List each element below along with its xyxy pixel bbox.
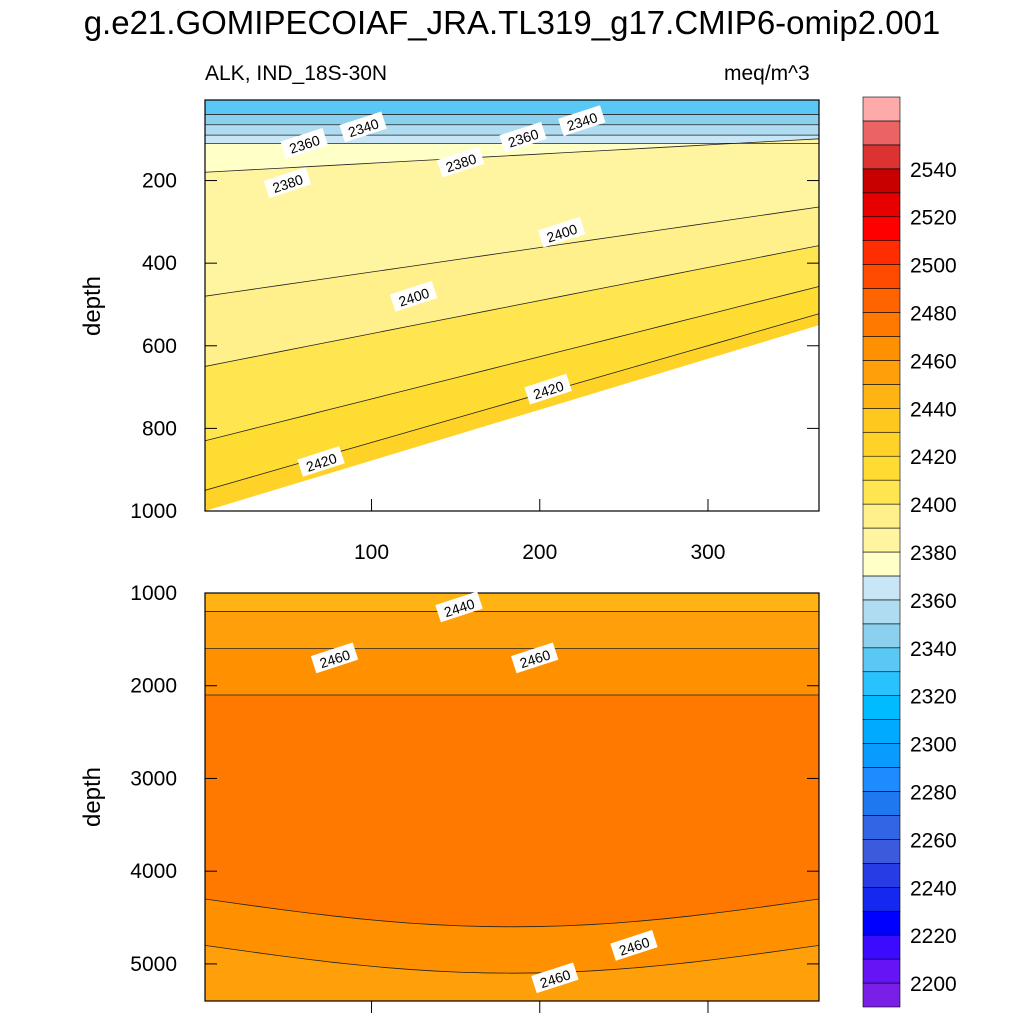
lower-y-tick-label: 2000	[130, 675, 177, 698]
upper-y-tick-label: 1000	[130, 500, 177, 523]
lower-contour-line	[205, 898, 819, 928]
colorbar-tick-label: 2340	[910, 638, 957, 661]
upper-x-tick-label: 100	[354, 541, 389, 564]
colorbar-swatch	[862, 503, 901, 529]
colorbar-swatch	[862, 312, 901, 337]
colorbar-swatch	[862, 671, 901, 696]
lower-contour-band	[205, 695, 819, 927]
upper-y-tick-label: 400	[142, 252, 177, 275]
colorbar-swatch	[862, 384, 901, 409]
colorbar-swatch	[862, 839, 901, 864]
colorbar-swatch	[862, 910, 901, 936]
upper-y-axis-label: depth	[79, 276, 106, 336]
colorbar-swatch	[862, 743, 901, 768]
upper-contour-band	[205, 286, 819, 491]
lower-y-axis-label: depth	[79, 767, 106, 827]
colorbar-swatch	[862, 982, 901, 1008]
colorbar-swatch	[862, 240, 901, 265]
upper-contour-band	[205, 313, 819, 511]
lower-contour-band	[205, 648, 819, 695]
colorbar-tick-label: 2380	[910, 542, 957, 565]
colorbar-tick-label: 2320	[910, 686, 957, 709]
colorbar-swatch	[862, 623, 901, 649]
lower-contour-band	[205, 899, 819, 974]
colorbar-tick-label: 2520	[910, 207, 957, 230]
upper-contour-band	[205, 206, 819, 367]
colorbar-swatch	[862, 479, 901, 505]
colorbar-swatch	[862, 719, 901, 744]
colorbar-tick-label: 2540	[910, 159, 957, 182]
colorbar-tick-label: 2440	[910, 398, 957, 421]
colorbar-swatch	[862, 886, 901, 912]
upper-contour-line	[205, 245, 819, 367]
upper-x-tick-label: 200	[522, 541, 557, 564]
colorbar-tick-label: 2200	[910, 973, 957, 996]
units-label: meq/m^3	[724, 62, 810, 85]
colorbar-swatch	[862, 863, 901, 888]
colorbar-tick-label: 2420	[910, 446, 957, 469]
colorbar-swatch	[862, 934, 901, 960]
colorbar-swatch	[862, 647, 901, 673]
lower-contour-line	[205, 944, 819, 974]
colorbar-swatch	[862, 216, 901, 241]
colorbar-swatch	[862, 431, 901, 457]
colorbar-tick-label: 2300	[910, 734, 957, 757]
colorbar-tick-label: 2280	[910, 781, 957, 804]
colorbar: 2200 2220 2240 2260 2280 2300 2320 2340 2360 2380…	[862, 96, 957, 1008]
lower-contour-band	[205, 593, 819, 612]
colorbar-swatch	[862, 192, 901, 218]
colorbar-tick-label: 2360	[910, 590, 957, 613]
colorbar-swatch	[862, 575, 901, 601]
colorbar-swatch	[862, 168, 901, 194]
upper-contour-line	[205, 286, 819, 442]
upper-y-tick-label: 200	[142, 170, 177, 193]
chart-title: g.e21.GOMIPECOIAF_JRA.TL319_g17.CMIP6-om…	[83, 4, 941, 41]
upper-contour-band	[205, 138, 819, 297]
colorbar-swatch	[862, 408, 901, 433]
lower-y-tick-label: 3000	[130, 767, 177, 790]
upper-contour-line	[205, 206, 819, 297]
colorbar-swatch	[862, 767, 901, 792]
colorbar-swatch	[862, 958, 901, 984]
colorbar-swatch	[862, 815, 901, 840]
colorbar-swatch	[862, 551, 901, 577]
upper-plot-frame	[204, 99, 820, 512]
colorbar-swatch	[862, 455, 901, 481]
colorbar-tick-label: 2500	[910, 255, 957, 278]
colorbar-tick-label: 2480	[910, 303, 957, 326]
colorbar-swatch	[862, 96, 901, 122]
colorbar-swatch	[862, 120, 901, 146]
colorbar-tick-label: 2400	[910, 494, 957, 517]
colorbar-swatch	[862, 527, 901, 553]
lower-plot-frame	[204, 592, 820, 1002]
lower-y-tick-label: 5000	[130, 953, 177, 976]
variable-region-label: ALK, IND_18S-30N	[205, 62, 388, 85]
colorbar-swatch	[862, 599, 901, 625]
upper-y-tick-label: 800	[142, 417, 177, 440]
colorbar-tick-label: 2240	[910, 877, 957, 900]
upper-y-tick-label: 600	[142, 335, 177, 358]
colorbar-swatch	[862, 791, 901, 816]
colorbar-swatch	[862, 144, 901, 170]
upper-x-tick-label: 300	[690, 541, 725, 564]
lower-y-tick-label: 4000	[130, 860, 177, 883]
colorbar-tick-label: 2220	[910, 925, 957, 948]
upper-contour-band	[205, 245, 819, 441]
lower-contour-band	[205, 611, 819, 649]
colorbar-swatch	[862, 264, 901, 289]
colorbar-swatch	[862, 336, 901, 361]
upper-contour-line	[205, 138, 819, 173]
colorbar-swatch	[862, 695, 901, 720]
colorbar-swatch	[862, 360, 901, 385]
lower-y-tick-label: 1000	[130, 582, 177, 605]
colorbar-swatch	[862, 288, 901, 313]
lower-contour-label: 2460	[531, 962, 579, 994]
colorbar-tick-label: 2260	[910, 829, 957, 852]
upper-contour-band	[205, 100, 819, 115]
upper-contour-band	[205, 114, 819, 125]
colorbar-tick-label: 2460	[910, 350, 957, 373]
